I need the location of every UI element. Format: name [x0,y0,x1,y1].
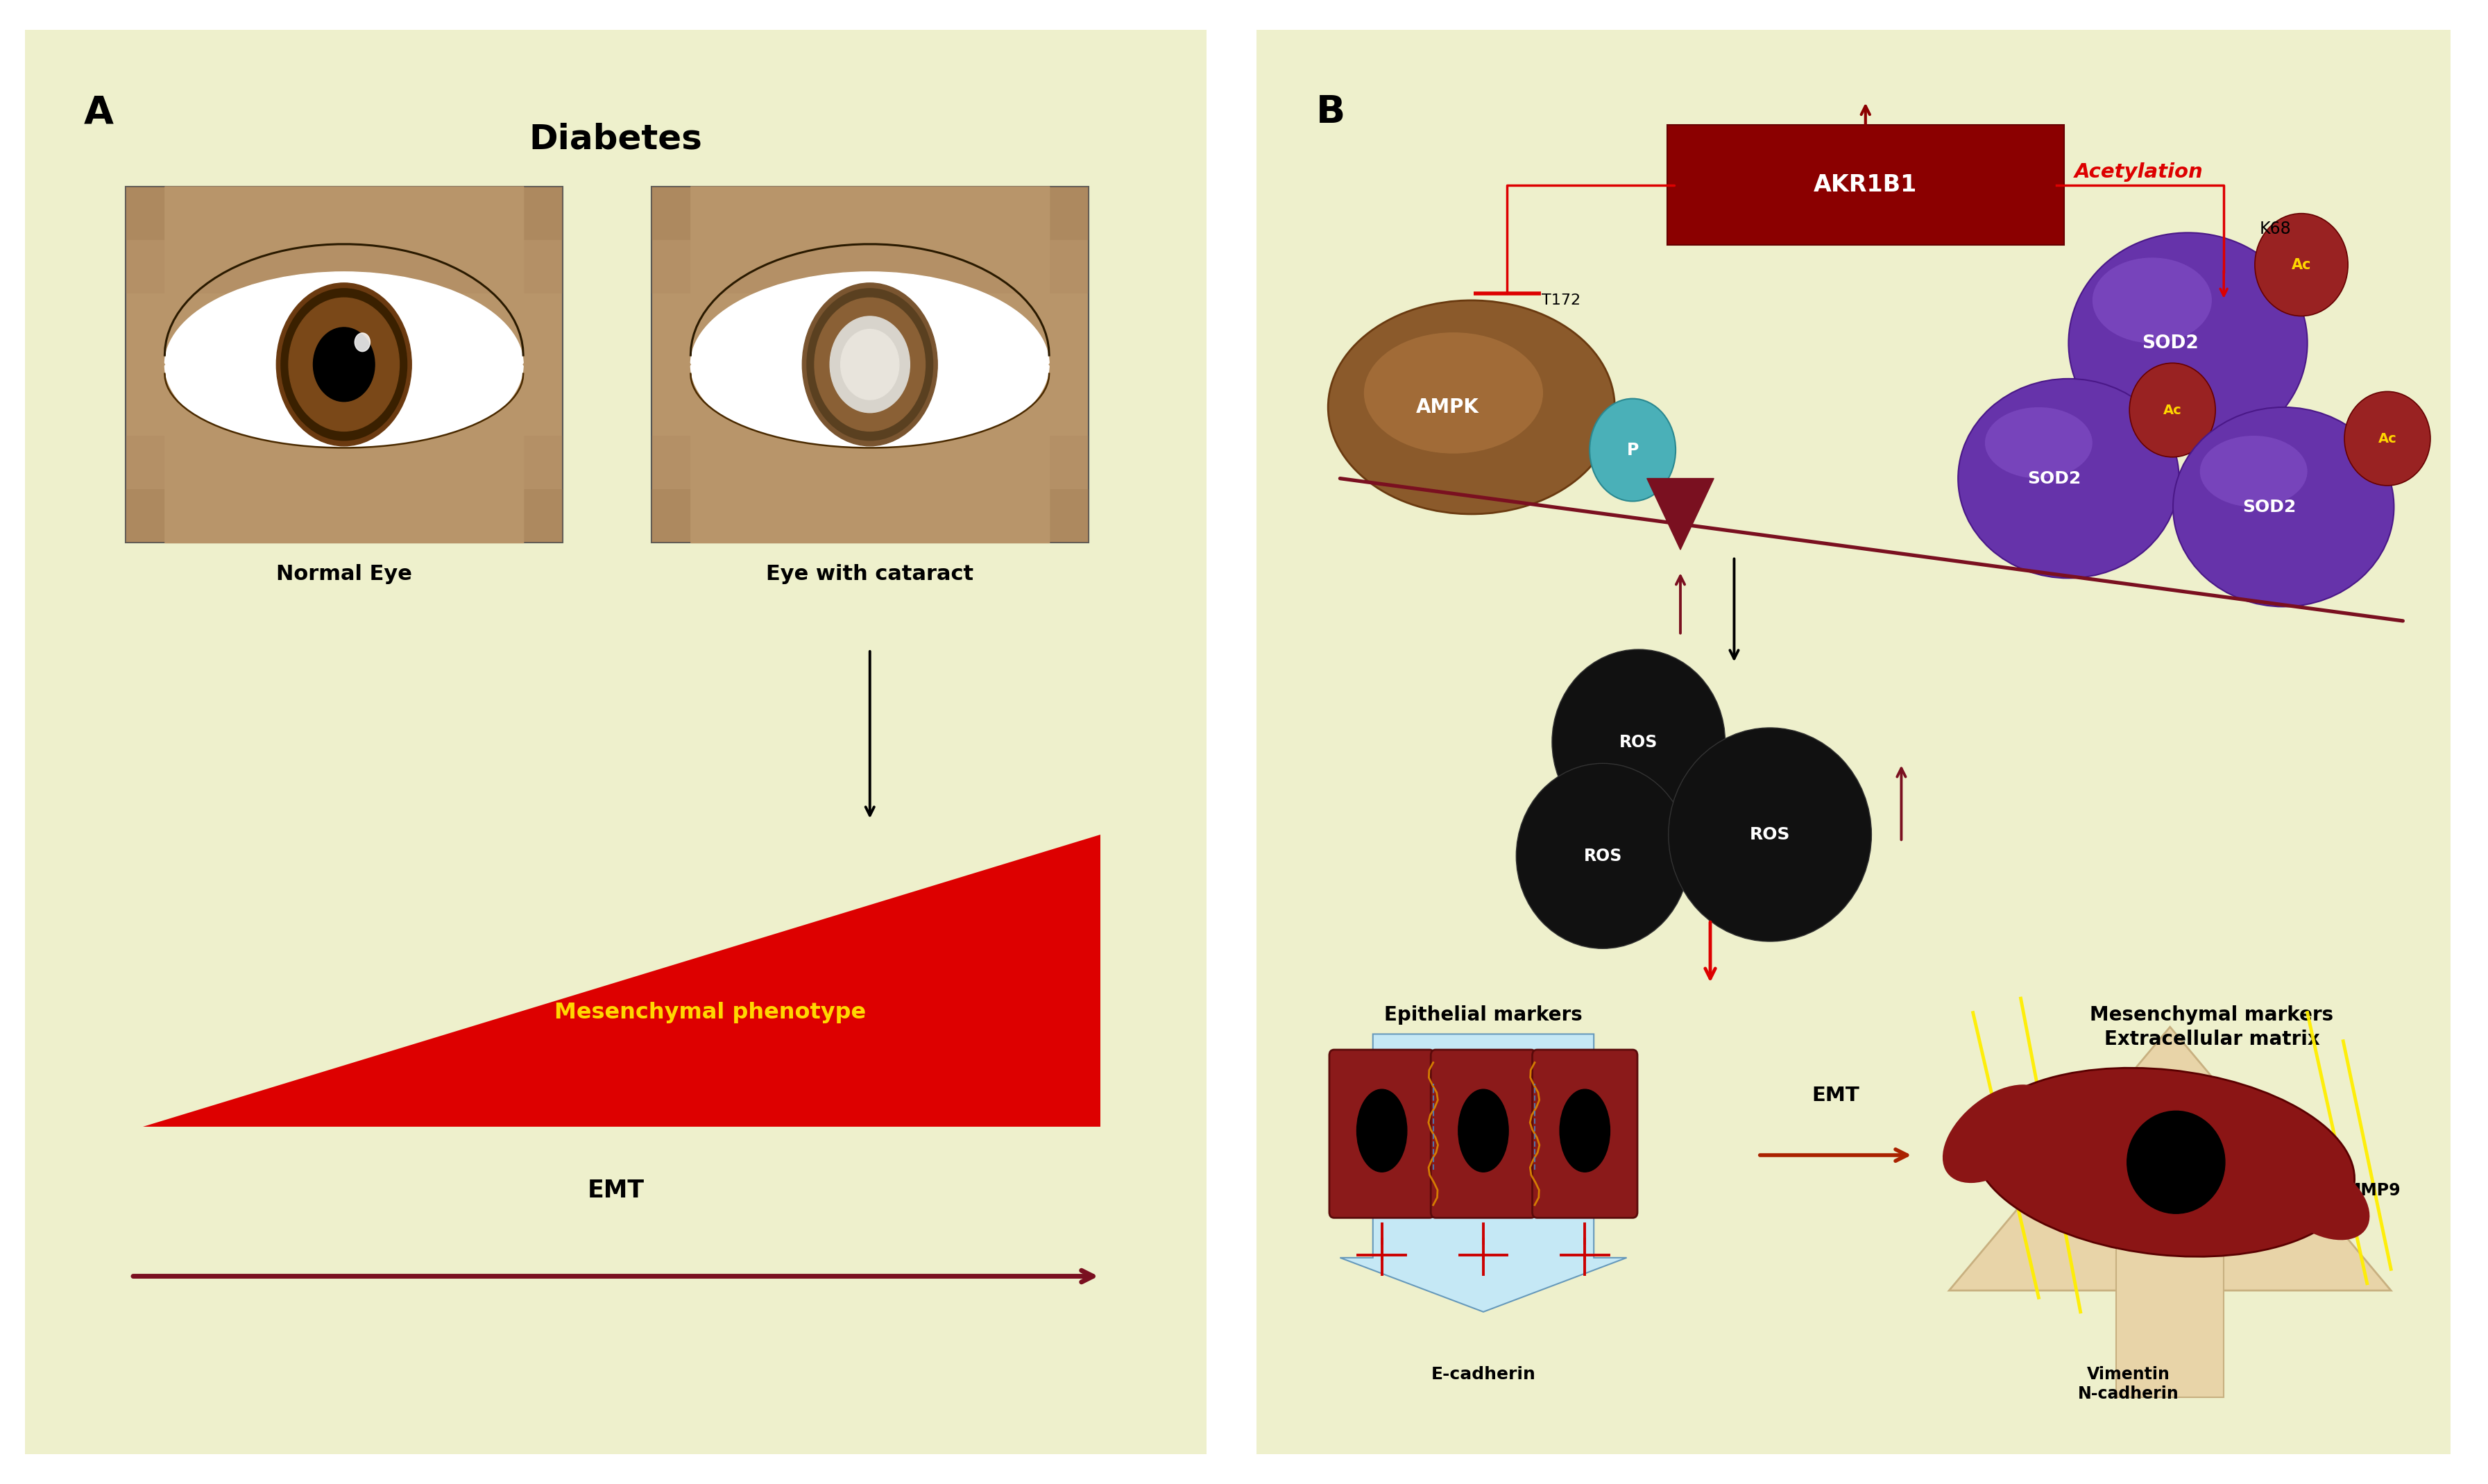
FancyBboxPatch shape [1533,1049,1637,1218]
Ellipse shape [806,288,933,441]
Text: ROS: ROS [1582,847,1622,864]
Ellipse shape [1985,407,2092,478]
Text: MMP9: MMP9 [2346,1183,2401,1199]
Text: Ac: Ac [2291,258,2311,272]
FancyBboxPatch shape [124,187,562,543]
Ellipse shape [2092,258,2212,343]
FancyBboxPatch shape [652,436,1090,543]
Ellipse shape [692,272,1050,457]
FancyBboxPatch shape [0,0,1237,1484]
Ellipse shape [1590,399,1674,502]
Polygon shape [1948,1027,2391,1291]
Ellipse shape [2199,436,2306,508]
Text: Eye with cataract: Eye with cataract [766,564,973,585]
FancyBboxPatch shape [652,187,1090,543]
Ellipse shape [1458,1089,1508,1172]
FancyBboxPatch shape [1667,125,2063,245]
Text: ROS: ROS [1749,827,1791,843]
Text: Epithelial markers: Epithelial markers [1383,1006,1582,1025]
Text: EMT: EMT [587,1178,644,1202]
Text: B: B [1316,93,1346,131]
Ellipse shape [2344,392,2431,485]
Text: P: P [1627,442,1640,459]
Text: Acetylation: Acetylation [2075,162,2204,183]
Polygon shape [522,358,530,371]
Ellipse shape [2068,233,2306,454]
Ellipse shape [831,316,911,413]
FancyBboxPatch shape [1431,1049,1535,1218]
FancyArrow shape [1341,1034,1627,1312]
Ellipse shape [841,329,898,399]
Ellipse shape [1560,1089,1610,1172]
Text: Mesenchymal markers
Extracellular matrix: Mesenchymal markers Extracellular matrix [2090,1006,2334,1049]
FancyBboxPatch shape [1227,0,2481,1484]
Text: E-cadherin: E-cadherin [1431,1365,1535,1383]
Polygon shape [684,358,692,371]
Ellipse shape [2269,1156,2369,1241]
Ellipse shape [2254,214,2349,316]
Ellipse shape [313,328,376,402]
Ellipse shape [1958,378,2179,579]
FancyBboxPatch shape [652,490,1090,543]
Ellipse shape [814,298,926,432]
Ellipse shape [2127,1112,2224,1214]
Ellipse shape [289,298,398,432]
FancyBboxPatch shape [652,187,1090,294]
Text: Ac: Ac [2162,404,2182,417]
Text: SOD2: SOD2 [2142,334,2199,352]
Ellipse shape [1356,1089,1406,1172]
FancyBboxPatch shape [124,187,562,294]
Text: ROS: ROS [1620,733,1657,751]
Polygon shape [159,358,164,371]
Text: SOD2: SOD2 [2028,470,2080,487]
Ellipse shape [1515,763,1689,948]
Ellipse shape [2172,407,2393,607]
Text: Diabetes: Diabetes [530,122,702,156]
FancyBboxPatch shape [124,187,562,240]
Text: A: A [85,93,114,131]
Text: AMPK: AMPK [1416,398,1478,417]
Ellipse shape [1943,1085,2050,1183]
Ellipse shape [1363,332,1543,454]
Text: Ac: Ac [2379,432,2396,445]
Polygon shape [1050,358,1055,371]
Polygon shape [144,834,1100,1126]
Text: Vimentin
N-cadherin: Vimentin N-cadherin [2077,1365,2179,1402]
Ellipse shape [1973,1068,2354,1257]
Ellipse shape [356,332,371,352]
Text: Normal Eye: Normal Eye [276,564,413,585]
Text: SOD2: SOD2 [2242,499,2296,515]
Text: K68: K68 [2259,221,2291,237]
Ellipse shape [1553,650,1724,834]
Text: T172: T172 [1543,294,1580,307]
Text: Mesenchymal phenotype: Mesenchymal phenotype [555,1002,866,1024]
Ellipse shape [1669,727,1871,941]
FancyBboxPatch shape [652,187,1090,240]
Text: AKR1B1: AKR1B1 [1814,174,1918,196]
FancyBboxPatch shape [124,490,562,543]
FancyBboxPatch shape [124,436,562,543]
FancyBboxPatch shape [2117,1248,2224,1398]
FancyBboxPatch shape [1329,1049,1436,1218]
Ellipse shape [1329,300,1615,513]
Ellipse shape [164,272,522,457]
Ellipse shape [281,288,408,441]
Ellipse shape [2130,364,2214,457]
Polygon shape [1647,478,1714,549]
Text: EMT: EMT [1811,1086,1859,1106]
Ellipse shape [276,283,411,447]
Ellipse shape [801,283,938,447]
